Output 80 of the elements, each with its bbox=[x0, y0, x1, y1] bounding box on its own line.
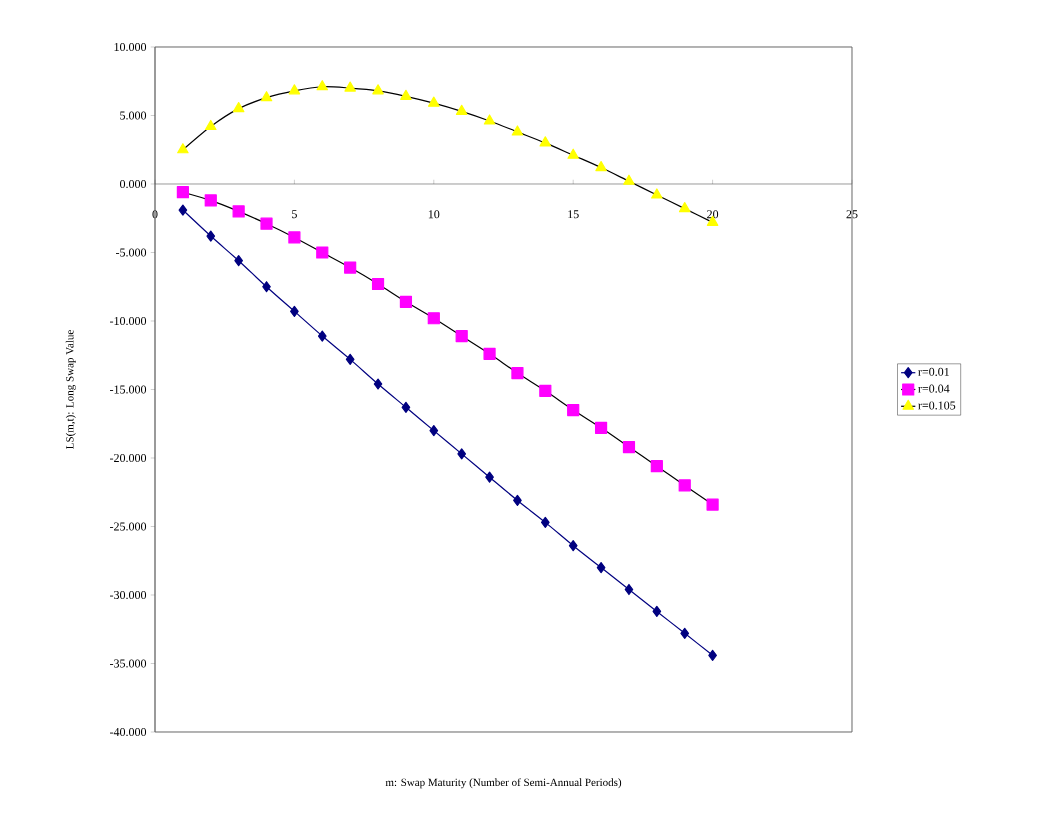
point bbox=[232, 205, 245, 218]
point bbox=[428, 96, 440, 107]
y-tick-label: -35.000 bbox=[109, 659, 147, 668]
point bbox=[178, 204, 188, 216]
y-tick-label: -30.000 bbox=[109, 590, 147, 600]
point bbox=[650, 460, 663, 473]
point bbox=[680, 627, 690, 639]
point bbox=[399, 295, 413, 308]
y-tick-label: -5.000 bbox=[115, 248, 147, 257]
point bbox=[206, 230, 216, 242]
point bbox=[317, 330, 327, 342]
legend-label: r=0.105 bbox=[918, 401, 956, 410]
point bbox=[568, 540, 578, 552]
point bbox=[485, 471, 494, 483]
y-tick-label: 5.000 bbox=[120, 111, 147, 120]
point bbox=[483, 347, 496, 360]
x-tick-label: 25 bbox=[846, 210, 858, 219]
legend-label: r=0.04 bbox=[918, 384, 950, 393]
x-tick-label: 15 bbox=[568, 210, 579, 219]
point bbox=[708, 649, 717, 661]
point bbox=[427, 312, 440, 325]
y-axis-title: LS(m,t): Long Swap Value bbox=[65, 330, 76, 449]
point bbox=[595, 160, 607, 172]
point bbox=[511, 125, 524, 136]
point bbox=[344, 261, 357, 274]
point bbox=[401, 401, 411, 413]
point bbox=[290, 305, 299, 317]
x-tick-label: 0 bbox=[152, 210, 158, 219]
point bbox=[511, 366, 524, 380]
point bbox=[260, 91, 273, 102]
y-tick-label: -15.000 bbox=[109, 385, 147, 394]
point bbox=[344, 81, 356, 92]
point bbox=[652, 605, 662, 618]
point bbox=[706, 498, 719, 511]
point bbox=[539, 136, 552, 147]
point bbox=[288, 231, 301, 244]
point bbox=[232, 102, 245, 113]
point bbox=[622, 440, 636, 454]
point bbox=[457, 448, 467, 460]
point bbox=[651, 188, 663, 199]
x-tick-label: 10 bbox=[428, 210, 440, 219]
point bbox=[176, 186, 189, 199]
y-tick-label: -25.000 bbox=[109, 522, 147, 531]
legend-label: r=0.01 bbox=[918, 367, 949, 376]
x-tick-label: 20 bbox=[707, 210, 719, 219]
point bbox=[483, 114, 496, 125]
point bbox=[260, 217, 273, 230]
point bbox=[678, 479, 691, 492]
point bbox=[373, 378, 383, 390]
point bbox=[594, 421, 608, 434]
point bbox=[624, 583, 634, 596]
point bbox=[400, 89, 412, 100]
y-tick-label: 0.000 bbox=[119, 179, 147, 189]
point bbox=[204, 119, 217, 131]
point bbox=[455, 329, 468, 343]
point bbox=[177, 143, 189, 154]
point bbox=[371, 277, 385, 291]
point bbox=[539, 384, 552, 397]
point bbox=[678, 202, 691, 213]
point bbox=[288, 84, 301, 95]
point bbox=[234, 255, 243, 267]
y-tick-label: -10.000 bbox=[109, 316, 147, 326]
y-tick-label: 10.000 bbox=[114, 42, 147, 52]
x-tick-label: 5 bbox=[292, 210, 297, 219]
point bbox=[567, 403, 580, 417]
point bbox=[372, 84, 384, 95]
y-tick-label: -20.000 bbox=[109, 453, 147, 463]
point bbox=[345, 353, 355, 365]
x-axis-title: m: Swap Maturity (Number of Semi-Annual Periods) bbox=[385, 778, 622, 789]
point bbox=[429, 424, 439, 437]
point bbox=[455, 104, 468, 115]
point bbox=[316, 80, 329, 91]
y-tick-label: -40.000 bbox=[109, 727, 147, 737]
point bbox=[316, 246, 329, 259]
point bbox=[262, 281, 271, 293]
point bbox=[623, 174, 635, 185]
point bbox=[204, 194, 217, 207]
point bbox=[567, 148, 579, 159]
point bbox=[540, 516, 550, 528]
point bbox=[596, 561, 606, 574]
